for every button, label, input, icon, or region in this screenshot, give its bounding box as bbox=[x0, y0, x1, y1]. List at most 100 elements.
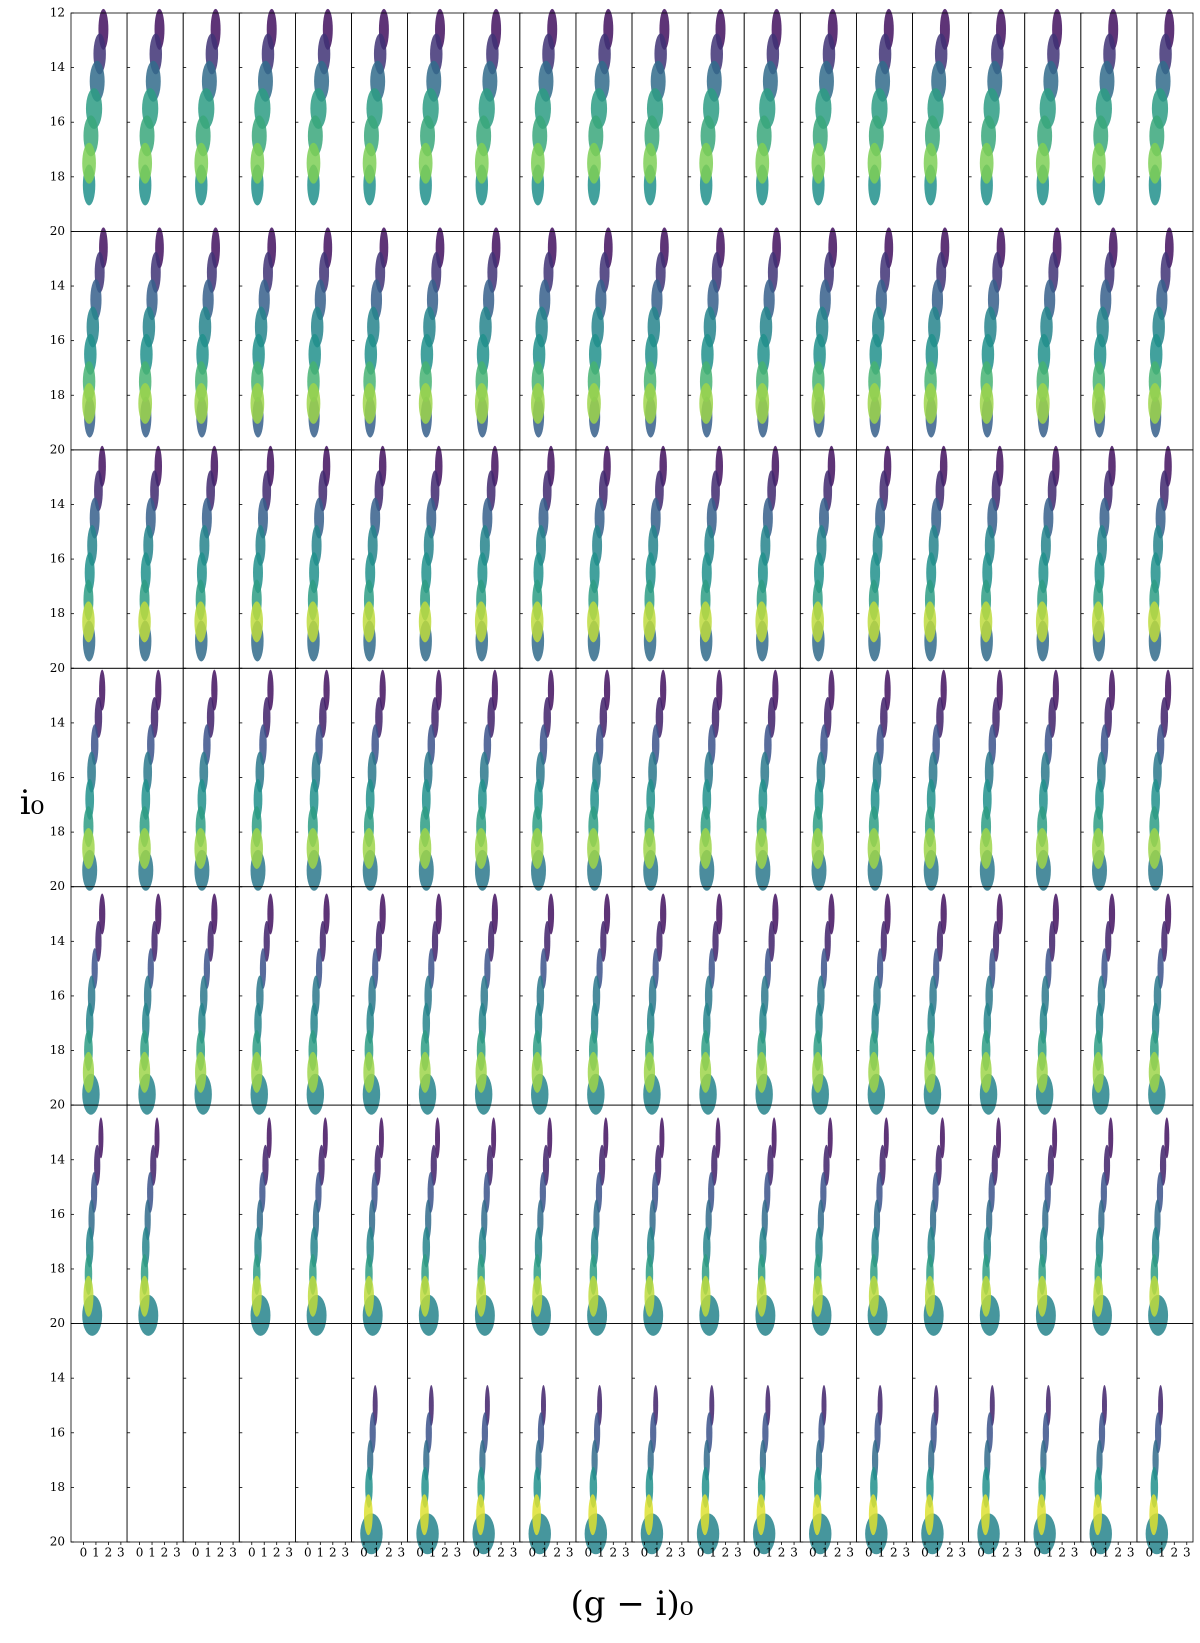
panel-density bbox=[362, 669, 386, 891]
density-blob bbox=[883, 1117, 889, 1159]
density-blob bbox=[699, 1051, 712, 1093]
panel-density bbox=[1035, 445, 1060, 662]
x-tick-label: 3 bbox=[1127, 1546, 1135, 1560]
density-blob bbox=[1037, 1275, 1048, 1317]
density-blob bbox=[435, 893, 442, 935]
panel-density bbox=[643, 8, 670, 206]
density-blob bbox=[992, 920, 1000, 962]
panel-frame bbox=[351, 1323, 408, 1543]
density-blob bbox=[1148, 1051, 1160, 1093]
panel-density bbox=[250, 669, 274, 891]
density-blob bbox=[544, 920, 551, 962]
panel-density bbox=[923, 227, 950, 438]
y-tick-label: 20 bbox=[50, 1316, 65, 1330]
x-tick-label: 2 bbox=[1002, 1546, 1010, 1560]
panel-density bbox=[755, 8, 782, 206]
panel-density bbox=[587, 669, 611, 891]
x-tick-label: 1 bbox=[765, 1546, 773, 1560]
density-blob bbox=[1148, 601, 1161, 643]
y-axis-label: i₀ bbox=[20, 783, 45, 823]
density-blob bbox=[99, 893, 106, 935]
x-tick-label: 2 bbox=[666, 1546, 674, 1560]
panel-density bbox=[1148, 8, 1175, 206]
density-blob bbox=[363, 1051, 375, 1093]
density-blob bbox=[362, 601, 376, 643]
density-blob bbox=[603, 1117, 609, 1159]
density-blob bbox=[1164, 669, 1172, 711]
density-blob bbox=[322, 1117, 328, 1159]
y-tick-label: 18 bbox=[50, 825, 65, 839]
y-tick-label: 18 bbox=[50, 1043, 65, 1057]
density-blob bbox=[1108, 893, 1116, 935]
density-blob bbox=[979, 828, 993, 869]
panel-density bbox=[418, 445, 443, 662]
panel-density bbox=[138, 1117, 160, 1336]
y-tick-label: 14 bbox=[50, 1152, 66, 1166]
density-blob bbox=[772, 893, 779, 935]
x-tick-label: 1 bbox=[317, 1546, 325, 1560]
density-blob bbox=[531, 601, 544, 643]
density-blob bbox=[867, 828, 881, 869]
density-blob bbox=[716, 893, 723, 935]
density-blob bbox=[362, 382, 377, 424]
density-blob bbox=[250, 601, 263, 643]
panel-frame bbox=[968, 1323, 1026, 1543]
density-blob bbox=[996, 893, 1003, 935]
density-blob bbox=[772, 669, 779, 711]
panel-frame bbox=[912, 886, 969, 1106]
panel-density bbox=[867, 8, 894, 206]
density-blob bbox=[1037, 1494, 1046, 1536]
panel-density bbox=[979, 445, 1004, 662]
density-blob bbox=[811, 601, 824, 643]
density-blob bbox=[588, 1275, 599, 1317]
panel-frame bbox=[407, 1323, 465, 1543]
density-blob bbox=[699, 382, 714, 424]
panel-density bbox=[1035, 669, 1059, 891]
density-blob bbox=[923, 142, 938, 184]
panel-density bbox=[194, 669, 218, 891]
panel-density bbox=[138, 893, 162, 1115]
x-tick-label: 3 bbox=[1183, 1546, 1191, 1560]
panel-density bbox=[811, 8, 838, 206]
density-blob bbox=[868, 1494, 878, 1536]
density-blob bbox=[418, 142, 433, 184]
density-blob bbox=[211, 893, 218, 935]
x-tick-label: 3 bbox=[846, 1546, 854, 1560]
panel-density bbox=[923, 8, 950, 206]
density-blob bbox=[362, 142, 377, 184]
density-blob bbox=[716, 669, 723, 711]
density-blob bbox=[923, 382, 938, 424]
panel-frame bbox=[743, 1323, 801, 1543]
density-blob bbox=[138, 1051, 151, 1093]
panel-density bbox=[640, 1385, 664, 1555]
density-blob bbox=[756, 1051, 768, 1093]
density-blob bbox=[475, 1051, 487, 1093]
panel-density bbox=[1145, 1385, 1169, 1555]
density-blob bbox=[1049, 920, 1056, 962]
panel-frame bbox=[182, 886, 240, 1106]
x-tick-label: 3 bbox=[1071, 1546, 1079, 1560]
panel-density bbox=[867, 669, 891, 891]
panel-density bbox=[418, 1117, 441, 1336]
x-tick-label: 0 bbox=[528, 1546, 536, 1560]
density-blob bbox=[431, 920, 439, 962]
density-blob bbox=[603, 893, 611, 935]
panel-density bbox=[923, 445, 948, 662]
x-tick-label: 0 bbox=[921, 1546, 929, 1560]
density-blob bbox=[1052, 1117, 1058, 1159]
density-blob bbox=[138, 142, 153, 184]
density-blob bbox=[884, 893, 891, 935]
density-blob bbox=[868, 1051, 880, 1093]
panel-frame bbox=[126, 1323, 184, 1543]
density-blob bbox=[531, 1051, 543, 1093]
density-blob bbox=[1161, 920, 1168, 962]
density-blob bbox=[211, 669, 218, 711]
panel-density bbox=[1035, 1117, 1058, 1336]
y-tick-label: 18 bbox=[50, 1261, 65, 1275]
panel-density bbox=[82, 1117, 104, 1336]
density-blob bbox=[1108, 1117, 1114, 1159]
density-blob bbox=[587, 601, 600, 643]
density-blob bbox=[474, 382, 489, 424]
density-blob bbox=[812, 1275, 823, 1317]
panel-density bbox=[643, 893, 667, 1115]
